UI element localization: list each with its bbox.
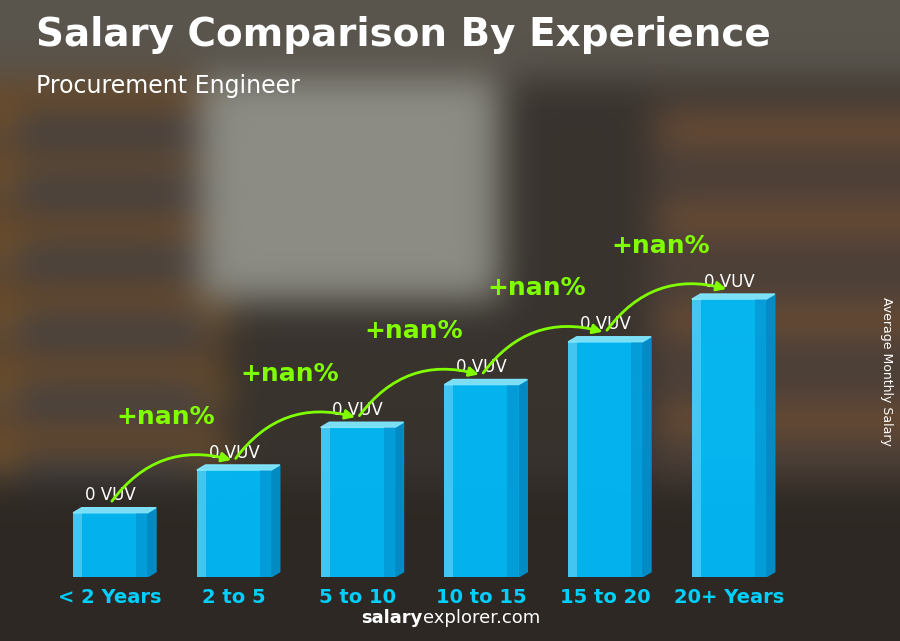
Text: 0 VUV: 0 VUV — [580, 315, 631, 333]
Polygon shape — [271, 465, 280, 577]
Text: 0 VUV: 0 VUV — [456, 358, 507, 376]
Bar — [631, 342, 643, 577]
Bar — [568, 342, 643, 577]
Text: Average Monthly Salary: Average Monthly Salary — [880, 297, 893, 446]
Bar — [692, 299, 701, 577]
Polygon shape — [395, 422, 403, 577]
Bar — [568, 342, 577, 577]
Text: 0 VUV: 0 VUV — [332, 401, 383, 419]
Text: +nan%: +nan% — [612, 234, 710, 258]
Polygon shape — [766, 294, 775, 577]
Polygon shape — [148, 508, 156, 577]
Bar — [508, 385, 518, 577]
Text: Procurement Engineer: Procurement Engineer — [36, 74, 300, 97]
Polygon shape — [320, 422, 403, 428]
Text: salary: salary — [362, 609, 423, 627]
Polygon shape — [445, 379, 527, 385]
Text: +nan%: +nan% — [240, 362, 339, 386]
Bar — [320, 428, 329, 577]
Text: +nan%: +nan% — [488, 276, 587, 301]
Bar — [692, 299, 766, 577]
Bar — [260, 470, 271, 577]
Bar — [320, 428, 395, 577]
Bar — [73, 513, 148, 577]
Bar — [73, 513, 82, 577]
Text: 0 VUV: 0 VUV — [209, 444, 259, 462]
Text: +nan%: +nan% — [364, 319, 463, 343]
Bar — [136, 513, 148, 577]
Polygon shape — [197, 465, 280, 470]
Polygon shape — [568, 337, 651, 342]
Text: 0 VUV: 0 VUV — [704, 272, 754, 290]
Text: 0 VUV: 0 VUV — [85, 487, 136, 504]
Bar — [197, 470, 271, 577]
Text: Salary Comparison By Experience: Salary Comparison By Experience — [36, 16, 770, 54]
Text: +nan%: +nan% — [117, 404, 215, 429]
Polygon shape — [73, 508, 156, 513]
Bar — [445, 385, 454, 577]
Bar — [755, 299, 766, 577]
Bar — [445, 385, 518, 577]
Polygon shape — [518, 379, 527, 577]
Bar — [197, 470, 206, 577]
Text: explorer.com: explorer.com — [423, 609, 540, 627]
Bar — [383, 428, 395, 577]
Polygon shape — [643, 337, 651, 577]
Polygon shape — [692, 294, 775, 299]
